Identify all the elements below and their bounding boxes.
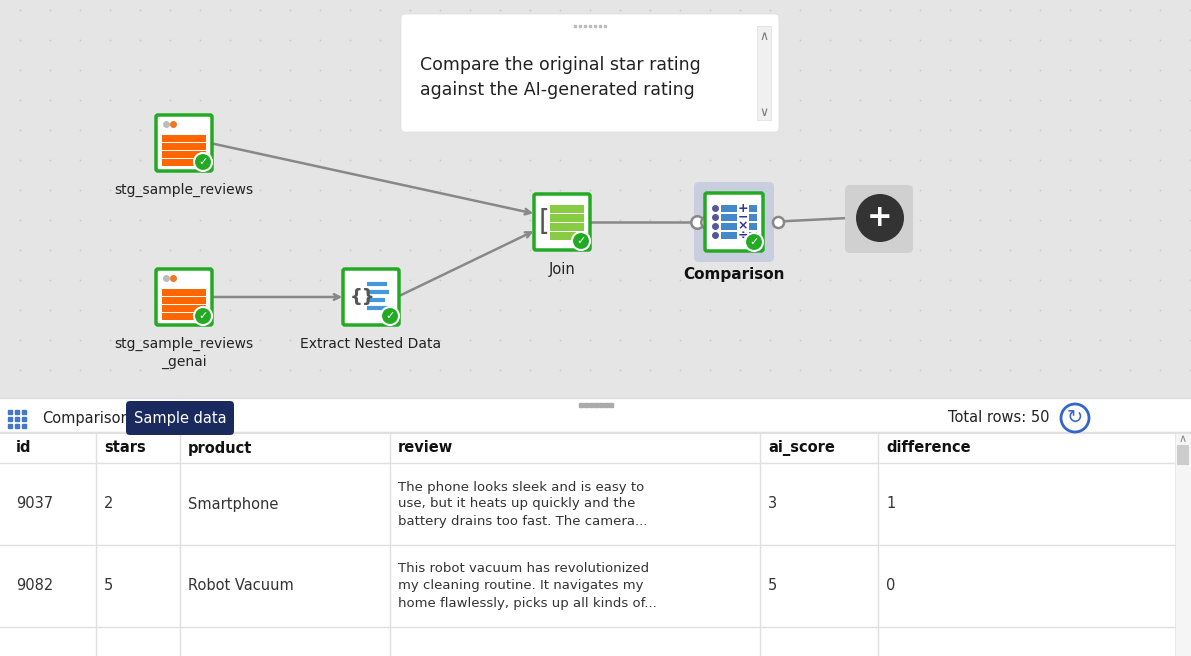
Bar bbox=[162, 289, 206, 296]
Text: stg_sample_reviews
_genai: stg_sample_reviews _genai bbox=[114, 337, 254, 369]
Text: 9082: 9082 bbox=[15, 579, 54, 594]
FancyBboxPatch shape bbox=[343, 269, 399, 325]
Text: The phone looks sleek and is easy to: The phone looks sleek and is easy to bbox=[398, 480, 644, 493]
Text: Comparison: Comparison bbox=[42, 411, 130, 426]
Text: difference: difference bbox=[886, 440, 971, 455]
Circle shape bbox=[194, 153, 212, 171]
FancyBboxPatch shape bbox=[156, 269, 212, 325]
Bar bbox=[0, 433, 1191, 463]
Text: 9037: 9037 bbox=[15, 497, 54, 512]
Text: id: id bbox=[15, 440, 31, 455]
Bar bbox=[550, 205, 584, 213]
Bar bbox=[162, 151, 206, 158]
Text: stg_sample_reviews: stg_sample_reviews bbox=[114, 183, 254, 197]
Bar bbox=[550, 232, 584, 240]
Bar bbox=[721, 232, 737, 239]
Text: ×: × bbox=[737, 220, 748, 232]
Text: This robot vacuum has revolutionized: This robot vacuum has revolutionized bbox=[398, 562, 649, 575]
Text: ∧: ∧ bbox=[1179, 434, 1187, 444]
FancyBboxPatch shape bbox=[694, 182, 774, 262]
Bar bbox=[721, 205, 737, 212]
Text: Robot Vacuum: Robot Vacuum bbox=[188, 579, 294, 594]
FancyBboxPatch shape bbox=[534, 194, 590, 250]
Circle shape bbox=[1061, 404, 1089, 432]
Text: ↻: ↻ bbox=[1067, 409, 1083, 428]
FancyBboxPatch shape bbox=[844, 185, 913, 253]
FancyBboxPatch shape bbox=[705, 193, 763, 251]
Bar bbox=[162, 159, 206, 166]
Bar bbox=[1177, 445, 1189, 465]
Text: 2: 2 bbox=[104, 497, 113, 512]
Bar bbox=[749, 214, 757, 221]
Text: ∧: ∧ bbox=[760, 30, 768, 43]
Text: ÷: ÷ bbox=[737, 228, 748, 241]
Text: ✓: ✓ bbox=[199, 311, 207, 321]
Bar bbox=[162, 305, 206, 312]
Bar bbox=[0, 398, 1191, 656]
Text: 5: 5 bbox=[768, 579, 778, 594]
Text: home flawlessly, picks up all kinds of...: home flawlessly, picks up all kinds of..… bbox=[398, 596, 656, 609]
Text: use, but it heats up quickly and the: use, but it heats up quickly and the bbox=[398, 497, 635, 510]
Text: my cleaning routine. It navigates my: my cleaning routine. It navigates my bbox=[398, 579, 643, 592]
Text: ∨: ∨ bbox=[760, 106, 768, 119]
Circle shape bbox=[572, 232, 590, 250]
FancyBboxPatch shape bbox=[126, 401, 233, 435]
Text: Join: Join bbox=[549, 262, 575, 277]
Bar bbox=[0, 463, 1191, 545]
Text: against the AI-generated rating: against the AI-generated rating bbox=[420, 81, 694, 99]
FancyBboxPatch shape bbox=[156, 115, 212, 171]
Bar bbox=[721, 214, 737, 221]
Bar bbox=[550, 214, 584, 222]
Text: ai_score: ai_score bbox=[768, 440, 835, 456]
Text: Extract Nested Data: Extract Nested Data bbox=[300, 337, 442, 351]
Text: ✓: ✓ bbox=[199, 157, 207, 167]
Circle shape bbox=[746, 233, 763, 251]
Text: 1: 1 bbox=[886, 497, 896, 512]
Text: Sample data: Sample data bbox=[133, 411, 226, 426]
Text: ✓: ✓ bbox=[576, 236, 586, 246]
Bar bbox=[162, 135, 206, 142]
Circle shape bbox=[194, 307, 212, 325]
Text: [: [ bbox=[538, 208, 549, 236]
Text: Total rows: 50: Total rows: 50 bbox=[948, 411, 1050, 426]
Text: +: + bbox=[867, 203, 893, 232]
Bar bbox=[550, 223, 584, 231]
Text: 0: 0 bbox=[886, 579, 896, 594]
Bar bbox=[749, 223, 757, 230]
Text: Comparison: Comparison bbox=[684, 267, 785, 282]
Bar bbox=[1176, 433, 1191, 656]
Text: review: review bbox=[398, 440, 454, 455]
Bar bbox=[162, 297, 206, 304]
Bar bbox=[749, 232, 757, 239]
Text: Compare the original star rating: Compare the original star rating bbox=[420, 56, 700, 74]
Text: ✓: ✓ bbox=[749, 237, 759, 247]
FancyBboxPatch shape bbox=[401, 14, 779, 132]
Text: −: − bbox=[737, 211, 748, 224]
Circle shape bbox=[381, 307, 399, 325]
Text: stars: stars bbox=[104, 440, 145, 455]
Text: 5: 5 bbox=[104, 579, 113, 594]
Bar bbox=[0, 545, 1191, 627]
Text: +: + bbox=[737, 201, 748, 215]
Circle shape bbox=[856, 194, 904, 242]
Text: ✓: ✓ bbox=[386, 311, 394, 321]
Bar bbox=[757, 26, 771, 120]
Text: product: product bbox=[188, 440, 252, 455]
Text: 3: 3 bbox=[768, 497, 777, 512]
Text: battery drains too fast. The camera...: battery drains too fast. The camera... bbox=[398, 514, 648, 527]
Bar bbox=[162, 313, 206, 320]
Text: {}: {} bbox=[350, 288, 376, 306]
Bar bbox=[721, 223, 737, 230]
Bar bbox=[162, 143, 206, 150]
Bar bbox=[749, 205, 757, 212]
Text: Smartphone: Smartphone bbox=[188, 497, 279, 512]
